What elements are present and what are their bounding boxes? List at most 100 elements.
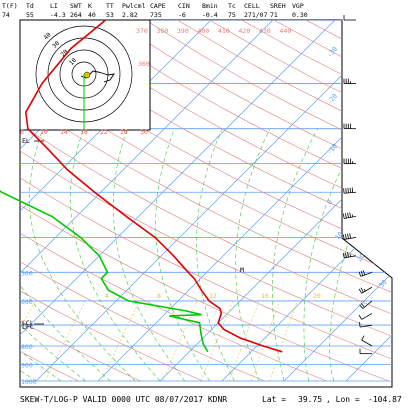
dry-adiabat bbox=[0, 20, 17, 381]
footer-lon-label: , Lon = bbox=[326, 395, 360, 404]
pressure-label: 800 bbox=[21, 343, 33, 351]
theta-label: 400 bbox=[198, 27, 210, 35]
header-label: CAPE bbox=[150, 2, 166, 10]
header-label: Tc bbox=[228, 2, 236, 10]
header-value: -6 bbox=[178, 11, 186, 19]
dry-adiabat bbox=[20, 20, 392, 382]
header-label: K bbox=[88, 2, 92, 10]
dry-adiabat bbox=[20, 20, 203, 382]
bottom-temp-label: 10 bbox=[40, 128, 48, 136]
mixing-ratio-line bbox=[269, 300, 298, 382]
header-value: 75 bbox=[228, 11, 236, 19]
hodograph-ring-label: 30 bbox=[51, 40, 61, 50]
dry-adiabat bbox=[81, 20, 392, 382]
theta-label: 380 bbox=[157, 27, 169, 35]
wind-barb bbox=[358, 322, 373, 328]
header-value: 74 bbox=[2, 11, 10, 19]
dry-adiabat bbox=[20, 20, 327, 382]
isotherm-label: 0 bbox=[325, 198, 334, 206]
bottom-temperature-labels: 6 10 14 18 22 26 30 bbox=[20, 128, 148, 136]
bottom-temp-label: 22 bbox=[100, 128, 108, 136]
moist-adiabat bbox=[303, 128, 363, 382]
mixing-ratio-label: 4 bbox=[105, 292, 109, 300]
dry-adiabat bbox=[20, 20, 392, 382]
level-marker-lcl: LCL bbox=[22, 319, 34, 327]
level-marker-lfc: LFC bbox=[22, 323, 34, 331]
isotherm-line bbox=[20, 20, 212, 382]
theta-label: 430 bbox=[259, 27, 271, 35]
isotherm-label: 10 bbox=[333, 230, 344, 241]
dry-adiabat bbox=[20, 20, 392, 382]
pressure-label: 700 bbox=[21, 322, 33, 330]
wind-barb bbox=[342, 212, 357, 219]
moist-adiabat bbox=[271, 128, 318, 382]
header-value: 40 bbox=[88, 11, 96, 19]
theta-label: 360 bbox=[138, 60, 150, 68]
pressure-label: 900 bbox=[21, 361, 33, 369]
dry-adiabat bbox=[20, 20, 265, 382]
wind-barb bbox=[342, 233, 357, 240]
header-value: 71 bbox=[270, 11, 278, 19]
hodograph-ring-label: 40 bbox=[43, 31, 53, 41]
mixing-ratio-line bbox=[200, 300, 234, 382]
footer-lat-label: Lat = bbox=[262, 395, 286, 404]
wind-barb bbox=[359, 348, 372, 355]
theta-label: 410 bbox=[218, 27, 230, 35]
moist-adiabat bbox=[155, 128, 210, 382]
wind-barb bbox=[358, 270, 373, 277]
header-value: 53 bbox=[106, 11, 114, 19]
wind-barb bbox=[359, 300, 373, 309]
wind-barb bbox=[343, 158, 356, 165]
bottom-temp-label: 18 bbox=[80, 128, 88, 136]
header-value: 2.82 bbox=[122, 11, 138, 19]
mixing-ratio-label: 20 bbox=[313, 292, 321, 300]
level-marker-el: EL bbox=[22, 137, 30, 145]
wind-barb bbox=[343, 15, 356, 21]
mixing-ratio-line bbox=[44, 300, 86, 382]
dry-adiabat bbox=[20, 20, 389, 382]
dry-adiabat bbox=[20, 20, 392, 382]
header-value: 0.30 bbox=[292, 11, 308, 19]
pressure-axis-labels: 500 600 700 800 900 1000 bbox=[21, 269, 37, 386]
dry-adiabat bbox=[20, 20, 392, 382]
moist-adiabat bbox=[235, 128, 271, 382]
dry-adiabat bbox=[20, 20, 141, 382]
header-value: -0.4 bbox=[202, 11, 218, 19]
isotherm-line bbox=[97, 20, 392, 382]
wind-barb bbox=[358, 313, 373, 320]
dewpoint-profile bbox=[0, 190, 209, 353]
moist-adiabat bbox=[196, 128, 235, 382]
header-value: 271/07 bbox=[244, 11, 268, 19]
header-label: TT bbox=[106, 2, 114, 10]
mixing-ratio-line bbox=[20, 300, 36, 382]
isotherm-label: 30 bbox=[377, 278, 388, 289]
mixing-ratio-labels: 4 8 12 16 20 bbox=[105, 292, 321, 300]
wind-barbs bbox=[342, 15, 373, 355]
header-value: 55 bbox=[26, 11, 34, 19]
moist-adiabat bbox=[69, 128, 161, 382]
dry-adiabat bbox=[48, 20, 392, 382]
pressure-label: 500 bbox=[21, 269, 33, 277]
isotherm-label: 20 bbox=[355, 252, 366, 263]
bottom-temp-label: 6 bbox=[20, 128, 24, 136]
level-marker-m: M bbox=[240, 266, 244, 274]
isotherm-line bbox=[20, 20, 274, 382]
wind-barb bbox=[361, 335, 373, 347]
temperature-profile bbox=[24, 19, 283, 353]
isotherm-line bbox=[20, 20, 336, 382]
wind-barb bbox=[343, 123, 356, 130]
isotherm-line bbox=[159, 20, 392, 382]
header-label: Bmin bbox=[202, 2, 218, 10]
theta-label: 390 bbox=[177, 27, 189, 35]
theta-label: 440 bbox=[280, 27, 292, 35]
header-value: -4.3 bbox=[50, 11, 66, 19]
mixing-ratio-line bbox=[228, 300, 260, 382]
bottom-temp-label: 26 bbox=[120, 128, 128, 136]
header-label: T(F) bbox=[2, 2, 18, 10]
moist-adiabat-lines bbox=[20, 128, 392, 382]
dry-adiabat bbox=[20, 20, 392, 382]
header-label: Td bbox=[26, 2, 34, 10]
mixing-ratio-line bbox=[162, 300, 198, 382]
isotherm-line bbox=[283, 20, 392, 382]
